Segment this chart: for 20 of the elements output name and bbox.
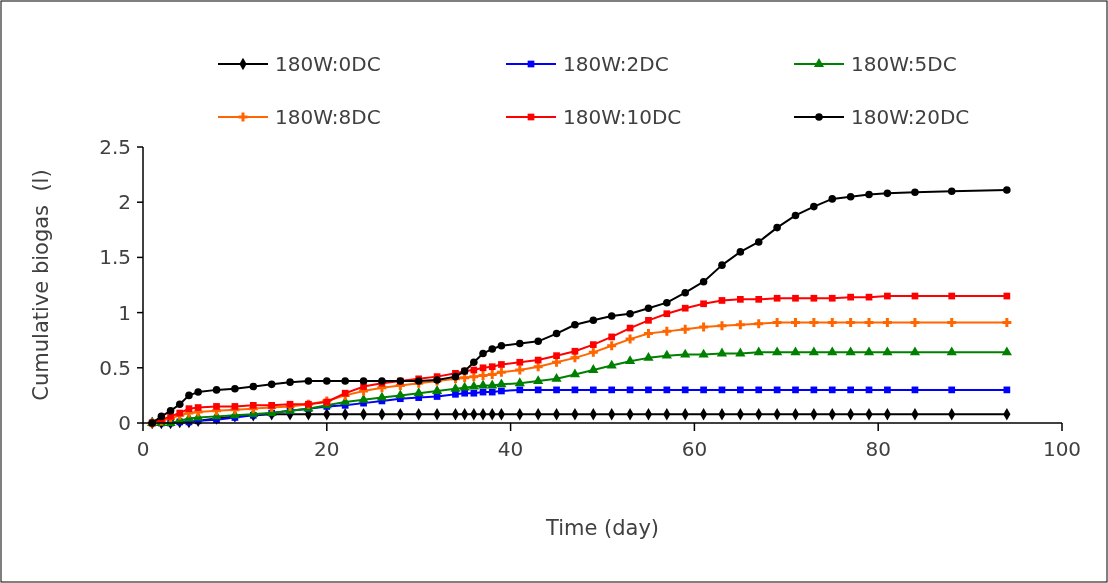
y-tick-label: 2.5 <box>99 135 131 159</box>
x-tick-label: 0 <box>136 437 150 461</box>
legend-label: 180W:20DC <box>851 105 970 129</box>
y-tick-label: 1 <box>118 300 131 325</box>
legend-label: 180W:5DC <box>851 52 957 76</box>
y-axis-title: Cumulative biogas (l) <box>29 169 53 401</box>
legend-label: 180W:8DC <box>275 105 381 129</box>
x-axis-title: Time (day) <box>544 516 660 540</box>
x-tick-label: 80 <box>865 437 891 461</box>
x-tick-label: 60 <box>681 437 708 461</box>
x-tick-label: 20 <box>314 437 340 461</box>
y-tick-label: 0 <box>118 411 131 435</box>
legend-label: 180W:10DC <box>563 105 682 129</box>
y-tick-label: 1.5 <box>99 245 131 270</box>
x-tick-label: 40 <box>497 437 524 461</box>
y-tick-label: 0.5 <box>99 355 131 380</box>
legend-label: 180W:0DC <box>275 52 381 76</box>
legend-label: 180W:2DC <box>563 52 669 76</box>
x-tick-label: 100 <box>1042 437 1082 461</box>
y-tick-label: 2 <box>118 190 131 215</box>
